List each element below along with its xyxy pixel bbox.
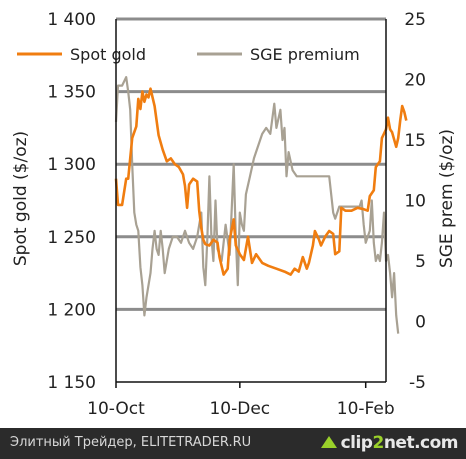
upload-arrow-icon <box>320 436 337 448</box>
right-y-tick-label: 20 <box>404 71 426 91</box>
logo-suffix: net.com <box>383 433 459 453</box>
x-tick-label: 10-Oct <box>87 399 145 419</box>
series-layer <box>114 75 408 334</box>
x-tick-label: 10-Feb <box>337 399 395 419</box>
right-y-tick-label: -5 <box>409 373 426 393</box>
legend-label: Spot gold <box>70 45 146 64</box>
series-line-sge-premium <box>114 75 400 334</box>
legend-label: SGE premium <box>250 45 360 64</box>
clip2net-logo[interactable]: clip2net.com <box>320 432 459 454</box>
chart-canvas: Spot gold SGE premium 1 150 1 200 1 250 1 30… <box>11 10 457 419</box>
left-y-tick-label: 1 150 <box>47 373 96 393</box>
watermark-bar: Элитный Трейдер, ELITETRADER.RU clip2net… <box>0 428 466 459</box>
right-y-tick-label: 25 <box>404 10 426 30</box>
right-y-axis-title: SGE prem ($/oz) <box>437 129 457 268</box>
logo-number: 2 <box>372 433 384 453</box>
series-line-spot-gold <box>114 87 408 276</box>
legend: Spot gold SGE premium <box>17 45 360 64</box>
x-tick-label: 10-Dec <box>209 399 270 419</box>
watermark-caption: Элитный Трейдер, ELITETRADER.RU <box>10 435 252 450</box>
left-y-tick-label: 1 350 <box>47 83 96 103</box>
left-y-tick-label: 1 400 <box>47 10 96 30</box>
right-y-tick-label: 15 <box>404 131 426 151</box>
left-y-tick-label: 1 300 <box>47 155 96 175</box>
right-y-tick-label: 10 <box>404 192 426 212</box>
left-y-tick-label: 1 200 <box>47 300 96 320</box>
left-y-axis-title: Spot gold ($/oz) <box>11 131 31 266</box>
right-y-tick-label: 0 <box>415 313 426 333</box>
logo-prefix: clip <box>340 433 373 453</box>
left-y-tick-label: 1 250 <box>47 228 96 248</box>
axes: 1 150 1 200 1 250 1 300 1 350 1 400 -5 0 5 10 15 20… <box>11 10 457 419</box>
right-y-tick-label: 5 <box>415 252 426 272</box>
